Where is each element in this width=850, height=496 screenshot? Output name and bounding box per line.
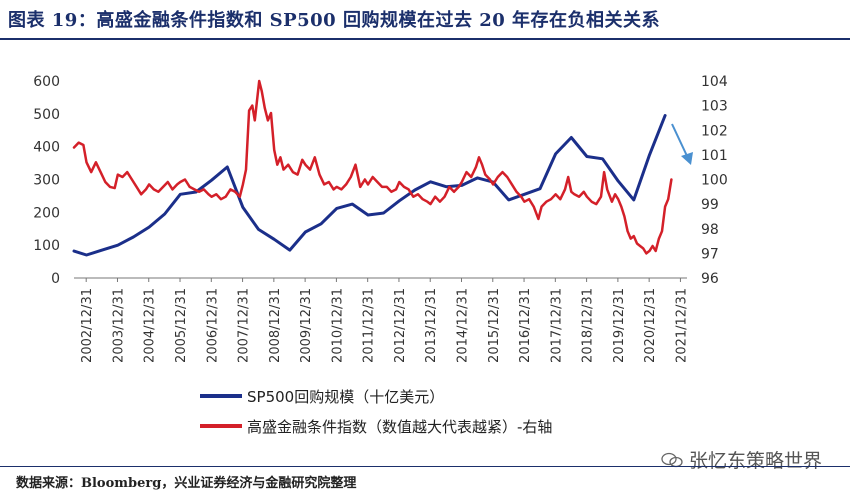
figure-title: 图表 19：高盛金融条件指数和 SP500 回购规模在过去 20 年存在负相关关… [8,10,661,31]
series-line-gs-fci [72,79,673,255]
x-tick-label: 2002/12/31 [80,288,95,363]
y-right-tick-label: 97 [701,246,719,262]
y-left-tick-label: 300 [33,173,60,189]
chart-series [72,79,673,257]
y-left-tick-label: 100 [33,238,60,254]
x-tick-label: 2015/12/31 [487,288,502,363]
y-right-tick-label: 96 [701,271,719,287]
trend-arrow [671,123,693,165]
watermark: 张忆东策略世界 [661,446,822,473]
y-right-tick-label: 102 [701,123,728,139]
x-tick-label: 2020/12/31 [643,288,658,363]
x-tick-label: 2008/12/31 [268,288,283,363]
chart-axes: 0 100 200 300 400 500 600 96 97 98 99 100 101 102 103 1… [33,74,728,363]
x-tick-label: 2005/12/31 [174,288,189,363]
y-left-tick-label: 400 [33,140,60,156]
x-tick-label: 2021/12/31 [674,288,689,363]
x-tick-label: 2010/12/31 [330,288,345,363]
x-tick-label: 2019/12/31 [612,288,627,363]
x-tick-label: 2006/12/31 [205,288,220,363]
x-tick-label: 2004/12/31 [143,288,158,363]
legend-label-gsfci: 高盛金融条件指数（数值越大代表越紧）-右轴 [247,418,552,436]
x-tick-label: 2018/12/31 [581,288,596,363]
y-left-tick-label: 0 [51,271,60,287]
x-tick-label: 2011/12/31 [362,288,377,363]
x-tick-label: 2014/12/31 [456,288,471,363]
chart: 0 100 200 300 400 500 600 96 97 98 99 100 101 102 103 1… [33,74,728,436]
x-tick-label: 2007/12/31 [237,288,252,363]
y-right-tick-label: 104 [701,74,728,90]
x-tick-label: 2012/12/31 [393,288,408,363]
y-left-tick-label: 200 [33,205,60,221]
series-line-sp500-buyback [72,114,667,257]
y-left-tick-label: 500 [33,107,60,123]
y-right-tick-label: 98 [701,222,719,238]
watermark-text: 张忆东策略世界 [688,450,822,472]
y-right-tick-label: 101 [701,148,728,164]
chart-legend: SP500回购规模（十亿美元） 高盛金融条件指数（数值越大代表越紧）-右轴 [200,388,552,436]
y-left-tick-label: 600 [33,74,60,90]
x-tick-label: 2003/12/31 [111,288,126,363]
y-right-tick-label: 103 [701,99,728,115]
data-source: 数据来源：Bloomberg，兴业证券经济与金融研究院整理 [16,476,357,491]
x-tick-label: 2017/12/31 [549,288,564,363]
x-tick-label: 2013/12/31 [424,288,439,363]
y-right-tick-label: 100 [701,173,728,189]
y-right-tick-label: 99 [701,197,719,213]
x-tick-label: 2009/12/31 [299,288,314,363]
title-divider [0,38,850,40]
legend-label-sp500: SP500回购规模（十亿美元） [247,388,444,406]
x-tick-label: 2016/12/31 [518,288,533,363]
footer-divider [0,466,850,467]
